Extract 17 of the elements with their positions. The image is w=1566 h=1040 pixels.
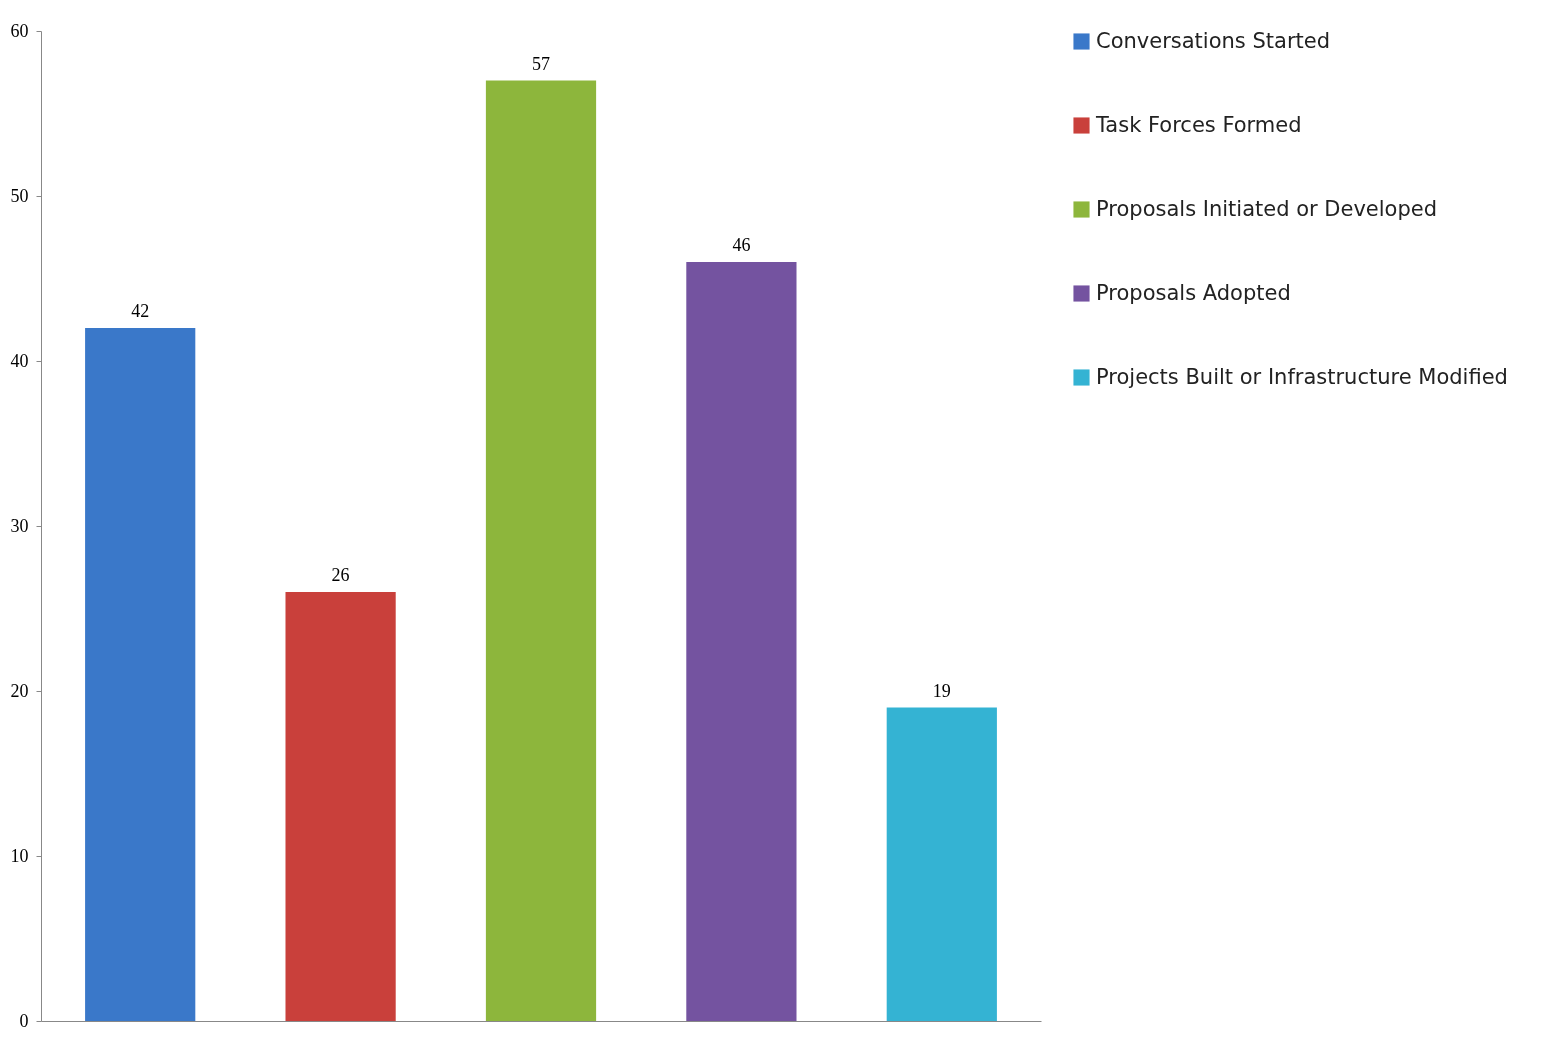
y-tick-label: 30: [10, 515, 29, 536]
data-label: 57: [532, 53, 550, 74]
y-tick-label: 40: [10, 350, 29, 371]
y-tick-label: 10: [10, 845, 29, 866]
data-label: 42: [131, 301, 150, 321]
legend-label: Task Forces Formed: [1095, 112, 1302, 137]
data-label: 26: [331, 565, 350, 585]
legend-label: Proposals Initiated or Developed: [1096, 196, 1438, 221]
y-tick-label: 60: [10, 20, 29, 41]
legend-label: Conversations Started: [1096, 28, 1331, 53]
y-tick-label: 20: [10, 680, 29, 701]
legend-label: Projects Built or Infrastructure Modified: [1096, 364, 1508, 389]
data-label: 46: [732, 235, 751, 255]
y-tick-label: 50: [10, 185, 29, 206]
legend-label: Proposals Adopted: [1096, 280, 1291, 305]
data-label: 19: [932, 680, 951, 701]
y-tick-label: 0: [19, 1010, 29, 1031]
